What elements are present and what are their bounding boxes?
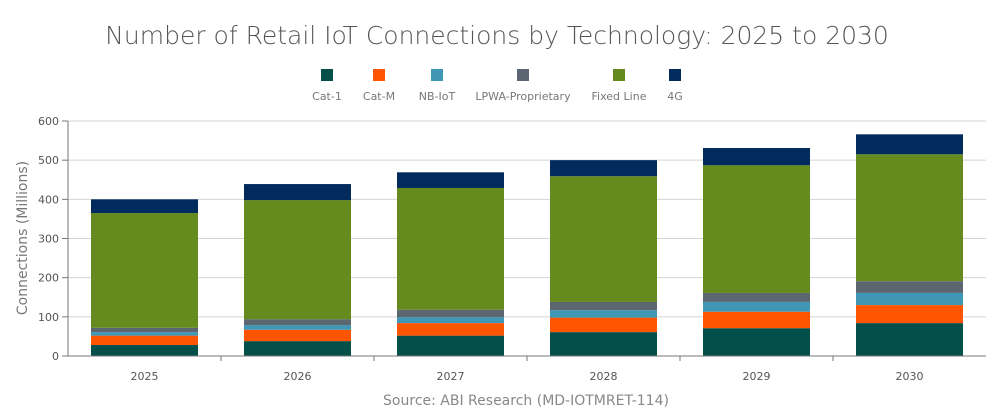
bar-segment-nb-iot-2030 <box>856 292 963 306</box>
x-tick-label: 2028 <box>590 370 618 383</box>
bar-segment-fixed-line-2026 <box>244 200 351 320</box>
legend-item-cat-m[interactable]: Cat-M <box>363 69 395 103</box>
bar-segment-lpwa-proprietary-2027 <box>397 309 504 318</box>
y-tick-label: 0 <box>52 350 59 363</box>
y-tick-label: 400 <box>38 193 59 206</box>
bar-segment-cat-m-2030 <box>856 305 963 324</box>
axes: 0 100 200 300 400 500 600 2025 2026 2027 2028 2029 2… <box>38 115 986 383</box>
bar-segment-lpwa-proprietary-2025 <box>91 327 198 333</box>
legend-label: Cat-M <box>363 90 395 103</box>
bar-segment-cat-1-2026 <box>244 341 351 356</box>
legend-swatch <box>517 69 529 81</box>
source-note: Source: ABI Research (MD-IOTMRET-114) <box>383 393 669 409</box>
legend: Cat-1 Cat-M NB-IoT LPWA-Proprietary Fixed Li… <box>312 69 683 103</box>
bar-segment-nb-iot-2026 <box>244 325 351 330</box>
bar-segment-fixed-line-2027 <box>397 187 504 310</box>
bar-segment-4g-2027 <box>397 172 504 188</box>
bar-segment-cat-m-2028 <box>550 317 657 333</box>
bar-segment-lpwa-proprietary-2029 <box>703 292 810 302</box>
bar-segment-lpwa-proprietary-2028 <box>550 301 657 311</box>
bar-segment-lpwa-proprietary-2026 <box>244 319 351 326</box>
bar-segment-lpwa-proprietary-2030 <box>856 281 963 293</box>
bar-segment-4g-2028 <box>550 160 657 177</box>
legend-label: LPWA-Proprietary <box>475 90 571 103</box>
y-tick-label: 600 <box>38 115 59 128</box>
legend-label: Cat-1 <box>312 90 342 103</box>
legend-label: Fixed Line <box>592 90 647 103</box>
legend-item-nb-iot[interactable]: NB-IoT <box>419 69 456 103</box>
bar-segment-cat-1-2028 <box>550 332 657 356</box>
bar-segment-fixed-line-2029 <box>703 165 810 293</box>
legend-item-fixed-line[interactable]: Fixed Line <box>592 69 647 103</box>
bar-segment-nb-iot-2029 <box>703 301 810 312</box>
y-tick-label: 100 <box>38 311 59 324</box>
legend-item-lpwa-proprietary[interactable]: LPWA-Proprietary <box>475 69 571 103</box>
bar-segment-nb-iot-2028 <box>550 310 657 318</box>
legend-item-4g[interactable]: 4G <box>667 69 683 103</box>
legend-swatch <box>613 69 625 81</box>
gridlines <box>68 120 986 318</box>
bar-segment-fixed-line-2028 <box>550 176 657 302</box>
bar-segment-4g-2025 <box>91 199 198 214</box>
x-tick-label: 2030 <box>896 370 924 383</box>
bar-segment-nb-iot-2027 <box>397 317 504 324</box>
bar-segment-cat-m-2029 <box>703 311 810 329</box>
y-tick-label: 200 <box>38 272 59 285</box>
bar-segment-cat-m-2027 <box>397 323 504 336</box>
bars <box>91 134 963 356</box>
bar-segment-cat-m-2025 <box>91 335 198 346</box>
legend-swatch <box>431 69 443 81</box>
x-tick-label: 2029 <box>743 370 771 383</box>
bar-segment-cat-1-2027 <box>397 335 504 356</box>
chart-title: Number of Retail IoT Connections by Tech… <box>105 21 889 50</box>
legend-label: 4G <box>667 90 683 103</box>
bar-segment-4g-2030 <box>856 134 963 155</box>
bar-segment-fixed-line-2025 <box>91 213 198 328</box>
legend-swatch <box>321 69 333 81</box>
legend-label: NB-IoT <box>419 90 456 103</box>
legend-swatch <box>669 69 681 81</box>
y-tick-label: 500 <box>38 154 59 167</box>
bar-segment-4g-2026 <box>244 184 351 201</box>
bar-segment-cat-1-2029 <box>703 328 810 356</box>
bar-segment-4g-2029 <box>703 148 810 166</box>
y-tick-label: 300 <box>38 233 59 246</box>
x-tick-label: 2025 <box>131 370 159 383</box>
legend-swatch <box>373 69 385 81</box>
bar-segment-cat-1-2025 <box>91 345 198 356</box>
bar-segment-cat-m-2026 <box>244 329 351 342</box>
x-tick-label: 2027 <box>437 370 465 383</box>
x-tick-label: 2026 <box>284 370 312 383</box>
bar-segment-cat-1-2030 <box>856 323 963 356</box>
bar-segment-fixed-line-2030 <box>856 154 963 282</box>
bar-segment-nb-iot-2025 <box>91 332 198 336</box>
legend-item-cat-1[interactable]: Cat-1 <box>312 69 342 103</box>
y-axis-label: Connections (Millions) <box>15 161 31 315</box>
